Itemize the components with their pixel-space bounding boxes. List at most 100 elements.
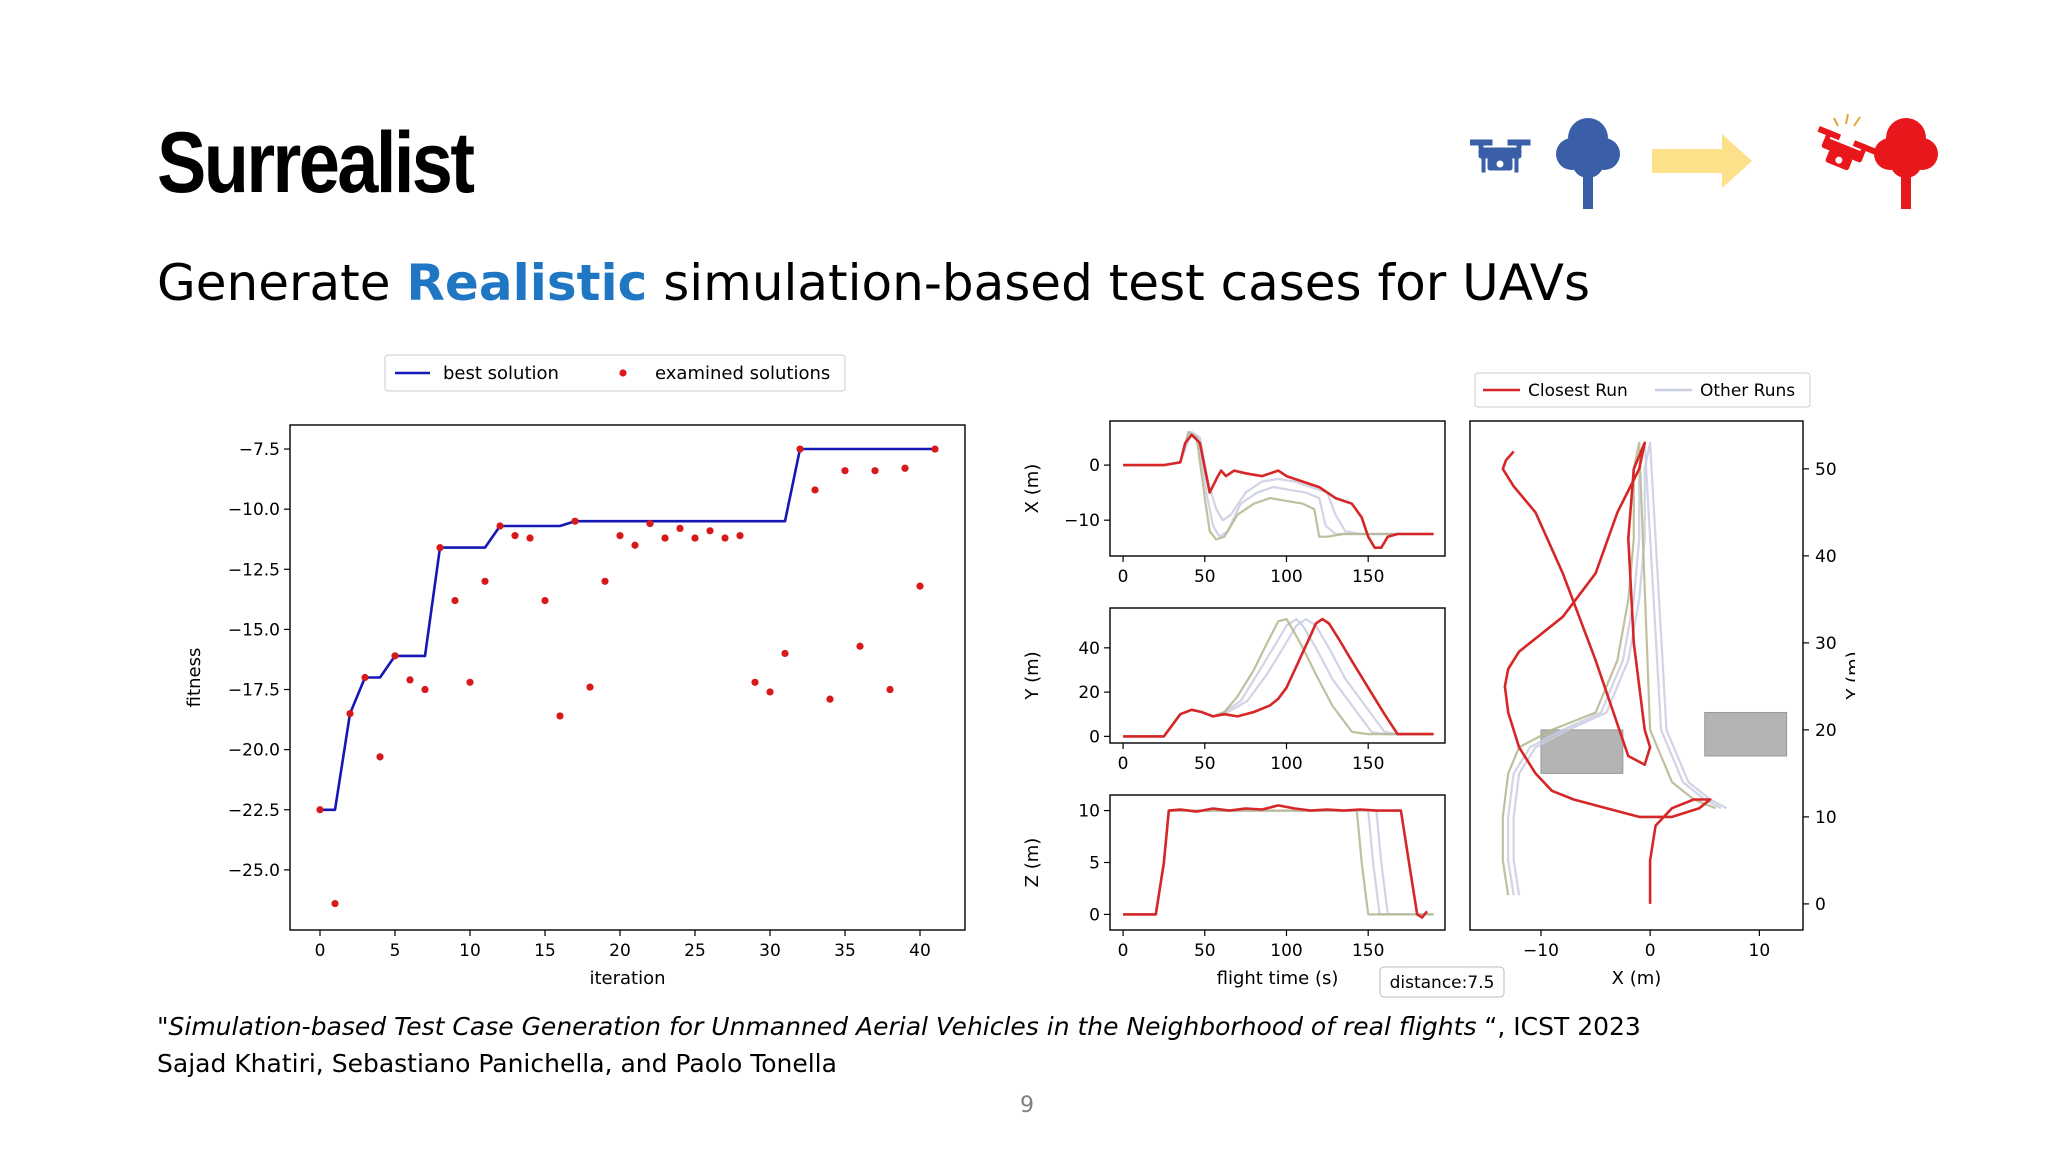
y-tick-label: −10.0 [228, 500, 280, 520]
examined-solution-point [541, 596, 549, 605]
y-tick-label: 20 [1815, 721, 1837, 741]
x-tick-label: 10 [1749, 941, 1771, 961]
y-tick-label: 10 [1078, 802, 1100, 822]
distance-annotation: distance:7.5 [1390, 973, 1495, 993]
citation-authors: Sajad Khatiri, Sebastiano Panichella, an… [157, 1049, 837, 1078]
series-line-other-run-1 [1123, 809, 1434, 916]
plot-frame [1469, 420, 1804, 931]
plot-series [1123, 430, 1434, 549]
y-tick-label: −10 [1064, 511, 1100, 531]
examined-solution-point [856, 642, 864, 650]
y-tick-label: 0 [1089, 905, 1100, 925]
examined-solution-point [406, 676, 414, 684]
examined-solution-point [466, 678, 474, 686]
series-line-closest-run [1123, 433, 1434, 549]
y-tick-label: 5 [1089, 854, 1100, 874]
x-tick-label: 0 [1118, 754, 1129, 774]
citation-venue: “, ICST 2023 [1476, 1012, 1641, 1041]
examined-solution-point [361, 673, 369, 682]
series-line-closest-run [1123, 804, 1429, 919]
examined-solution-point [811, 486, 819, 494]
y-tick-label: 10 [1815, 808, 1837, 828]
y-tick-label: 30 [1815, 634, 1837, 654]
x-tick-label: 30 [759, 941, 781, 961]
y-axis-label: X (m) [1022, 464, 1043, 514]
y-tick-label: −17.5 [228, 681, 280, 701]
y-tick-label: 40 [1078, 639, 1100, 659]
x-axis-label: iteration [589, 968, 665, 989]
examined-solution-point [421, 685, 429, 694]
examined-solution-point [331, 899, 339, 908]
legend-box [1474, 372, 1811, 408]
examined-solution-point [721, 534, 729, 542]
x-tick-label: 100 [1270, 754, 1302, 774]
y-axis-label: Y (m) [1843, 651, 1855, 700]
examined-solution-point [631, 541, 639, 549]
series-line-other-run-3 [1123, 430, 1434, 536]
x-tick-label: −10 [1523, 941, 1559, 961]
x-tick-label: 0 [1645, 941, 1656, 961]
y-tick-label: 50 [1815, 460, 1837, 480]
examined-solution-point [496, 522, 504, 530]
legend-label-closest: Closest Run [1528, 381, 1628, 401]
plot-frame [1109, 607, 1446, 744]
subtitle-suffix: simulation-based test cases for UAVs [647, 254, 1590, 312]
obstacle-1 [1540, 729, 1624, 774]
x-tick-label: 150 [1352, 941, 1384, 961]
x-tick-label: 50 [1194, 567, 1216, 587]
y-tick-label: 0 [1815, 895, 1826, 915]
examined-solution-point [706, 527, 714, 535]
x-tick-label: 0 [1118, 567, 1129, 587]
citation-paper-title: Simulation-based Test Case Generation fo… [168, 1012, 1477, 1041]
red-tree-icon [1874, 118, 1938, 209]
series-line-closest-run [1123, 617, 1434, 738]
examined-solution-point [601, 577, 609, 585]
header-icons [1470, 113, 1938, 209]
series-line-other-run-1 [1501, 441, 1717, 896]
fitness-legend: best solution examined solutions [384, 354, 846, 392]
examined-solution-point [646, 519, 654, 528]
x-axis-label: flight time (s) [1217, 968, 1339, 989]
subtitle-prefix: Generate [157, 254, 407, 312]
x-tick-label: 100 [1270, 941, 1302, 961]
examined-solution-point [871, 467, 879, 475]
impact-mark-icon [1833, 113, 1861, 127]
legend-label-best: best solution [443, 363, 559, 384]
y-tick-label: −22.5 [228, 801, 280, 821]
citation: "Simulation-based Test Case Generation f… [157, 1008, 1641, 1082]
right-arrow-icon [1652, 134, 1752, 188]
y-axis-label: fitness [184, 648, 205, 708]
y-tick-label: −15.0 [228, 620, 280, 640]
y-tick-label: −12.5 [228, 560, 280, 580]
series-line-other-run-1 [1123, 430, 1434, 541]
series-line-best-solution [320, 447, 935, 812]
x-tick-label: 10 [459, 941, 481, 961]
x-tick-label: 0 [315, 941, 326, 961]
x-tick-label: 100 [1270, 567, 1302, 587]
y-axis-label: Y (m) [1022, 651, 1043, 700]
examined-solution-point [901, 464, 909, 472]
plot-series [316, 445, 939, 908]
series-line-other-run-3 [1123, 809, 1434, 916]
examined-solution-point [796, 445, 804, 453]
citation-line-1: "Simulation-based Test Case Generation f… [157, 1008, 1641, 1045]
examined-solution-point [346, 709, 354, 718]
series-line-other-run-2 [1123, 430, 1434, 538]
obstacle-2 [1704, 711, 1788, 757]
series-line-other-run-2 [1507, 441, 1722, 896]
slide-subtitle: Generate Realistic simulation-based test… [157, 258, 1590, 308]
y-tick-label: −20.0 [228, 741, 280, 761]
y-tick-label: 20 [1078, 683, 1100, 703]
plot-series [1501, 441, 1728, 904]
examined-solution-point [676, 524, 684, 533]
examined-solution-point [661, 534, 669, 542]
page-number: 9 [1020, 1093, 1034, 1118]
runs-legend: Closest Run Other Runs [1474, 372, 1811, 408]
tree-icon [1556, 118, 1620, 209]
x-tick-label: 50 [1194, 754, 1216, 774]
examined-solution-point [511, 532, 519, 540]
examined-solution-point [691, 534, 699, 542]
y-tick-label: −25.0 [228, 861, 280, 881]
y-axis-label: Z (m) [1022, 838, 1043, 888]
